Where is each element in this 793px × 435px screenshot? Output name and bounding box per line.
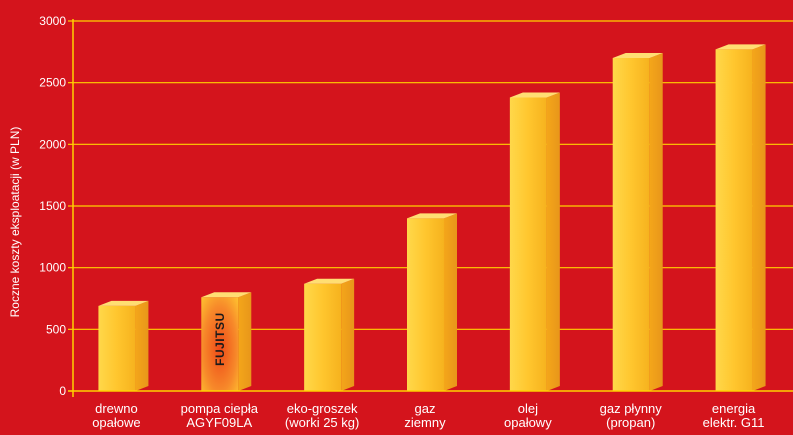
x-category-label: ziemny — [404, 415, 446, 430]
bar — [304, 278, 355, 391]
bar-top — [98, 300, 149, 306]
bar — [612, 53, 663, 391]
bar-side — [649, 53, 663, 391]
grid-layer — [73, 20, 793, 330]
bar-side — [752, 44, 766, 391]
bar — [715, 44, 766, 391]
bar-top — [509, 92, 560, 98]
y-tick-label: 1000 — [39, 261, 66, 275]
y-tick-label: 2500 — [39, 76, 66, 90]
brand-logo-text: FUJITSU — [213, 312, 227, 366]
y-tick-label: 0 — [59, 384, 66, 398]
y-tick-label: 1500 — [39, 199, 66, 213]
bar-top — [715, 44, 766, 50]
bar-top — [304, 278, 355, 284]
bar-top — [201, 292, 252, 298]
x-category-label: opałowy — [504, 415, 552, 430]
y-tick-label: 2000 — [39, 137, 66, 151]
bar-side — [238, 292, 252, 391]
bar-front — [612, 58, 650, 391]
bar-top — [407, 213, 457, 219]
bar-front — [98, 305, 136, 391]
x-category-label: gaz — [415, 401, 436, 416]
bar-front — [509, 97, 547, 391]
bar-side — [135, 300, 149, 391]
x-category-label: gaz płynny — [600, 401, 663, 416]
bar — [98, 300, 149, 391]
bar-side — [546, 92, 560, 391]
y-tick-label: 500 — [46, 322, 66, 336]
x-category-label: elektr. G11 — [703, 415, 765, 430]
y-axis-title: Roczne koszty eksploatacji (w PLN) — [8, 127, 22, 318]
bar-front — [715, 49, 753, 391]
bar: FUJITSU — [201, 292, 252, 391]
x-category-label: energia — [712, 401, 756, 416]
x-category-label: AGYF09LA — [186, 415, 252, 430]
bar-front — [304, 283, 342, 391]
bar-side — [444, 213, 457, 391]
x-category-label: olej — [518, 401, 538, 416]
x-category-label: (propan) — [606, 415, 655, 430]
bar — [509, 92, 560, 391]
bar-front — [201, 297, 239, 391]
x-category-label: opałowe — [92, 415, 140, 430]
x-category-label: eko-groszek — [287, 401, 358, 416]
bar-top — [612, 53, 663, 58]
bar — [407, 213, 457, 391]
bars-layer: FUJITSU — [98, 44, 766, 391]
x-category-label: drewno — [95, 401, 138, 416]
bar-front — [407, 218, 444, 391]
y-tick-label: 3000 — [39, 14, 66, 28]
axis-layer — [68, 19, 793, 397]
x-category-label: pompa ciepła — [181, 401, 259, 416]
bar-side — [341, 278, 355, 391]
x-category-label: (worki 25 kg) — [285, 415, 359, 430]
